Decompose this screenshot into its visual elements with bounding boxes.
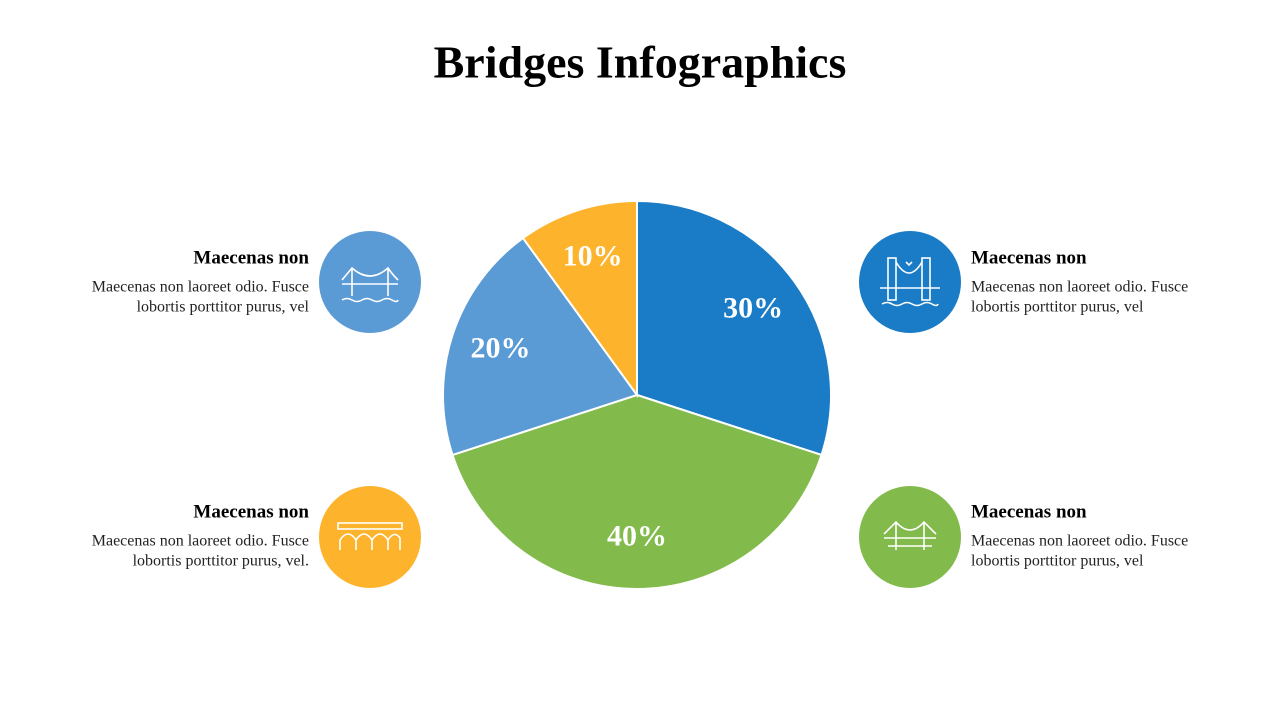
item-text: lobortis porttitor purus, vel. bbox=[133, 553, 309, 570]
item-text: Maecenas non laoreet odio. Fusce bbox=[971, 279, 1188, 296]
slice-label: 20% bbox=[470, 332, 530, 365]
item-text: Maecenas non laoreet odio. Fusce bbox=[92, 279, 309, 296]
pie-slice bbox=[636, 199, 832, 457]
item-title: Maecenas non bbox=[971, 501, 1087, 522]
item-text: lobortis porttitor purus, vel bbox=[971, 299, 1144, 316]
item-title: Maecenas non bbox=[971, 247, 1087, 268]
icon-green bbox=[859, 486, 961, 588]
item-text: lobortis porttitor purus, vel bbox=[971, 553, 1144, 570]
item-title: Maecenas non bbox=[193, 247, 309, 268]
pie-slice bbox=[451, 393, 823, 590]
icon-blue bbox=[859, 231, 961, 333]
item-text: lobortis porttitor purus, vel bbox=[137, 299, 310, 316]
pie-slice bbox=[442, 236, 639, 457]
icon-orange bbox=[319, 486, 421, 588]
slice-label: 30% bbox=[723, 292, 783, 325]
icon-light-blue bbox=[319, 231, 421, 333]
item-text: Maecenas non laoreet odio. Fusce bbox=[92, 533, 309, 550]
pie-slice bbox=[521, 199, 638, 399]
slice-label: 40% bbox=[607, 519, 667, 552]
item-title: Maecenas non bbox=[193, 501, 309, 522]
item-text: Maecenas non laoreet odio. Fusce bbox=[971, 533, 1188, 550]
slice-label: 10% bbox=[563, 239, 623, 272]
chart-title: Bridges Infographics bbox=[434, 37, 847, 88]
